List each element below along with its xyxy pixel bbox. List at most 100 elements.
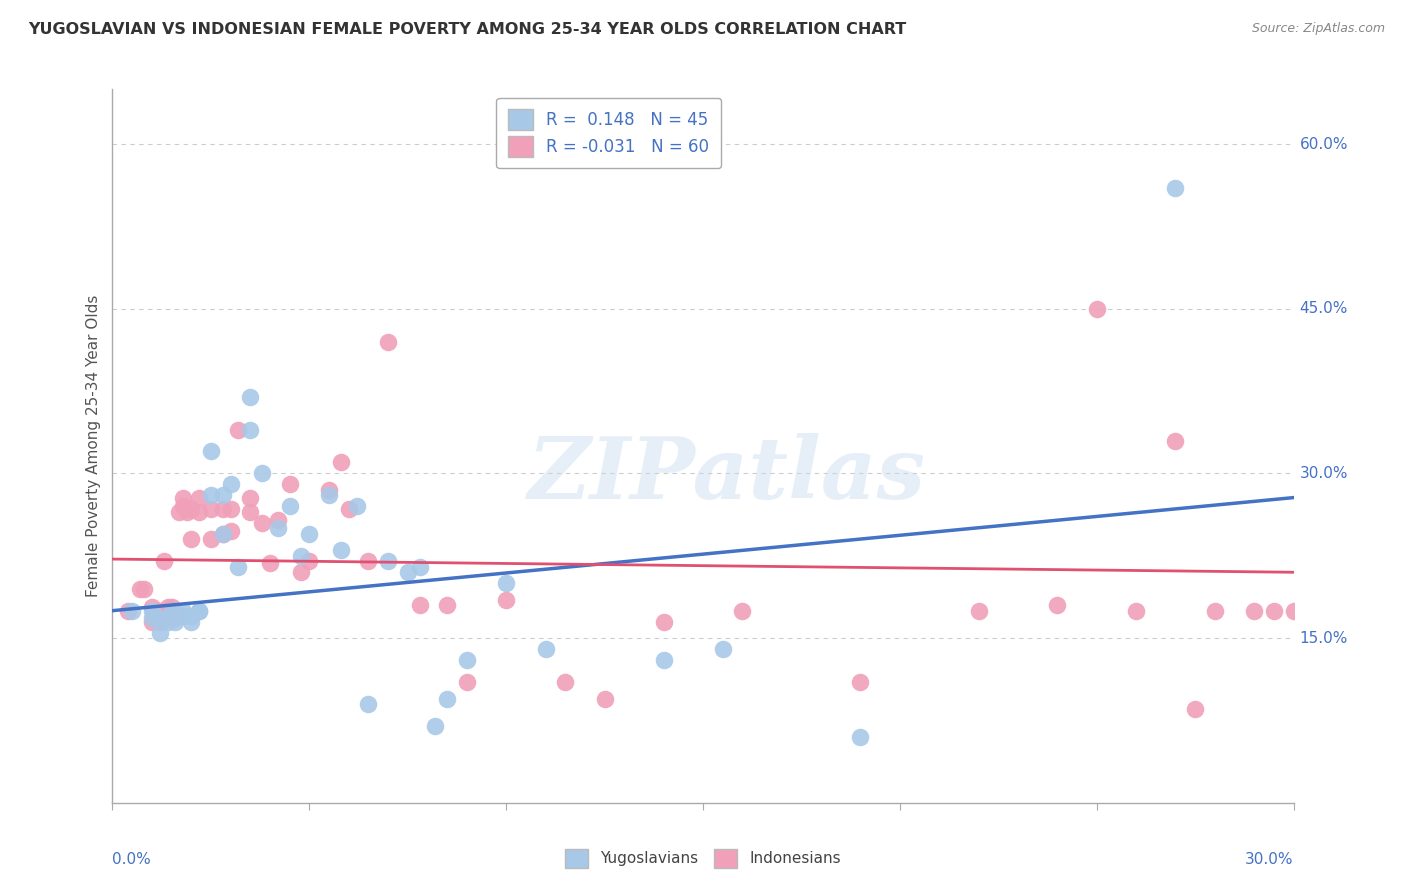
Point: [165, 615, 187, 629]
Point: [396, 566, 419, 580]
Text: 0.0%: 0.0%: [112, 852, 152, 867]
Point: [149, 615, 172, 629]
Point: [329, 455, 352, 469]
Point: [188, 505, 211, 519]
Point: [169, 609, 191, 624]
Point: [250, 516, 273, 530]
Point: [200, 488, 222, 502]
Y-axis label: Female Poverty Among 25-34 Year Olds: Female Poverty Among 25-34 Year Olds: [86, 295, 101, 597]
Point: [219, 477, 242, 491]
Point: [290, 549, 312, 563]
Point: [377, 554, 399, 568]
Point: [495, 592, 517, 607]
Point: [200, 533, 222, 547]
Point: [278, 500, 301, 514]
Point: [180, 501, 202, 516]
Point: [156, 615, 179, 629]
Point: [329, 543, 352, 558]
Point: [172, 500, 194, 514]
Point: [160, 604, 183, 618]
Point: [129, 582, 152, 596]
Text: 30.0%: 30.0%: [1246, 852, 1294, 867]
Point: [456, 675, 478, 690]
Point: [652, 615, 675, 629]
Point: [180, 609, 202, 624]
Point: [132, 582, 155, 596]
Point: [967, 604, 990, 618]
Text: 45.0%: 45.0%: [1299, 301, 1348, 317]
Point: [228, 559, 250, 574]
Point: [346, 500, 368, 514]
Point: [211, 526, 233, 541]
Point: [180, 533, 202, 547]
Point: [152, 554, 174, 568]
Point: [141, 600, 163, 615]
Point: [165, 604, 187, 618]
Point: [554, 675, 576, 690]
Point: [357, 697, 380, 711]
Point: [180, 615, 202, 629]
Point: [731, 604, 754, 618]
Text: 30.0%: 30.0%: [1299, 466, 1348, 481]
Point: [456, 653, 478, 667]
Point: [188, 491, 211, 505]
Point: [408, 559, 430, 574]
Point: [534, 642, 557, 657]
Point: [172, 604, 194, 618]
Point: [250, 467, 273, 481]
Point: [1282, 604, 1305, 618]
Point: [239, 491, 262, 505]
Point: [357, 554, 380, 568]
Point: [149, 611, 172, 625]
Point: [239, 390, 262, 404]
Point: [239, 423, 262, 437]
Point: [1085, 301, 1108, 316]
Point: [117, 604, 139, 618]
Point: [1184, 702, 1206, 716]
Text: Source: ZipAtlas.com: Source: ZipAtlas.com: [1251, 22, 1385, 36]
Point: [849, 675, 872, 690]
Point: [337, 501, 360, 516]
Point: [239, 505, 262, 519]
Point: [121, 604, 143, 618]
Point: [200, 501, 222, 516]
Point: [219, 501, 242, 516]
Point: [1125, 604, 1147, 618]
Point: [141, 604, 163, 618]
Legend: Yugoslavians, Indonesians: Yugoslavians, Indonesians: [560, 843, 846, 873]
Point: [219, 524, 242, 538]
Point: [298, 554, 321, 568]
Point: [267, 521, 290, 535]
Point: [259, 557, 281, 571]
Point: [298, 526, 321, 541]
Point: [495, 576, 517, 591]
Point: [188, 604, 211, 618]
Point: [436, 598, 458, 612]
Point: [436, 691, 458, 706]
Point: [156, 600, 179, 615]
Point: [593, 691, 616, 706]
Point: [211, 501, 233, 516]
Point: [149, 604, 172, 618]
Point: [1243, 604, 1265, 618]
Point: [211, 526, 233, 541]
Point: [160, 609, 183, 624]
Point: [172, 609, 194, 624]
Point: [408, 598, 430, 612]
Point: [165, 611, 187, 625]
Point: [278, 477, 301, 491]
Point: [176, 505, 198, 519]
Point: [318, 483, 340, 497]
Point: [711, 642, 734, 657]
Point: [172, 491, 194, 505]
Point: [169, 505, 191, 519]
Point: [228, 423, 250, 437]
Point: [149, 625, 172, 640]
Point: [290, 566, 312, 580]
Point: [200, 444, 222, 458]
Point: [425, 719, 447, 733]
Text: YUGOSLAVIAN VS INDONESIAN FEMALE POVERTY AMONG 25-34 YEAR OLDS CORRELATION CHART: YUGOSLAVIAN VS INDONESIAN FEMALE POVERTY…: [28, 22, 907, 37]
Point: [211, 488, 233, 502]
Point: [652, 653, 675, 667]
Point: [1204, 604, 1226, 618]
